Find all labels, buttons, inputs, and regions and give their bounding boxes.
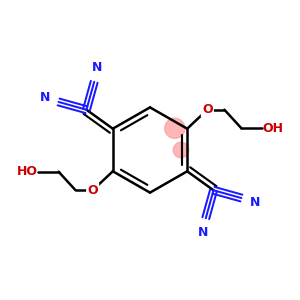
Text: N: N — [92, 61, 103, 74]
Text: HO: HO — [17, 165, 38, 178]
Text: N: N — [197, 226, 208, 238]
Text: OH: OH — [262, 122, 283, 135]
Text: O: O — [202, 103, 213, 116]
Text: N: N — [39, 91, 50, 104]
Text: O: O — [87, 184, 98, 197]
Ellipse shape — [165, 118, 185, 138]
Ellipse shape — [173, 142, 189, 158]
Text: N: N — [250, 196, 261, 209]
